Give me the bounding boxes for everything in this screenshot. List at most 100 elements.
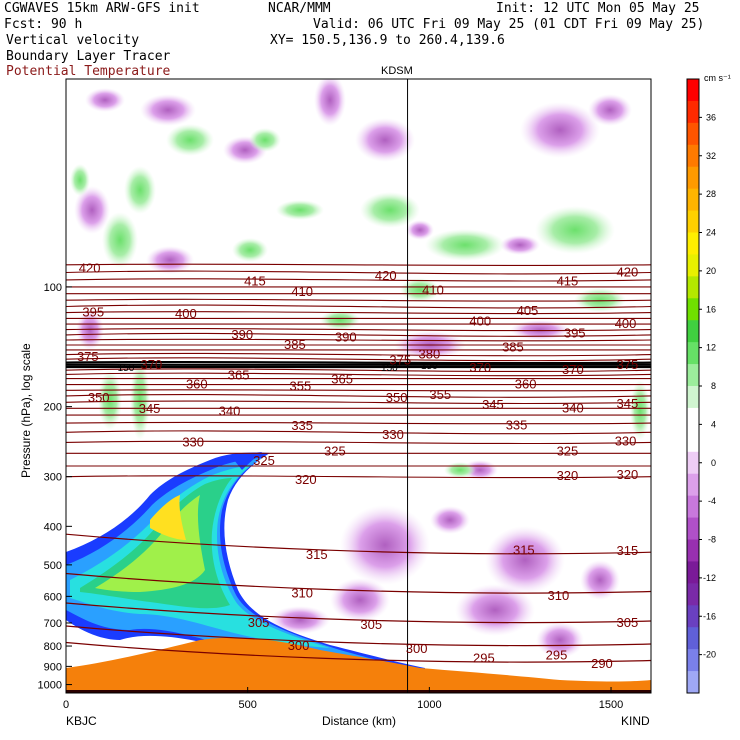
theta-contour [66,298,651,302]
theta-contour [66,389,651,392]
header-field-1: Vertical velocity [6,33,140,48]
theta-label: 330 [382,427,404,442]
theta-label: 150 [421,361,438,372]
header-xy: XY= 150.5,136.9 to 260.4,139.6 [270,33,505,48]
upward-motion-cell [124,166,156,214]
upward-motion-cell [535,206,615,254]
theta-label: 415 [557,274,579,289]
downward-motion-cell [74,186,110,234]
theta-label: 405 [517,303,539,318]
theta-label: 350 [386,390,408,405]
theta-label: 310 [547,588,569,603]
downward-motion-cell [146,246,194,274]
theta-contour [66,625,651,647]
upward-motion-cell [574,288,626,312]
upward-motion-cell [276,200,324,220]
theta-label: 335 [291,418,313,433]
theta-contour [66,641,651,663]
downward-motion-cell [330,578,390,622]
downward-motion-cell [485,526,565,594]
upward-motion-cell [249,128,281,152]
theta-label: 370 [469,360,491,375]
theta-contour [66,332,651,337]
downward-motion-cell [85,88,125,112]
theta-label: 330 [182,434,204,449]
theta-contour [66,368,651,373]
theta-label: 420 [375,268,397,283]
upward-motion-cell [320,310,360,330]
theta-label: 320 [557,468,579,483]
theta-label: 395 [82,305,104,320]
theta-label: 420 [617,265,639,280]
upward-motion-cell [360,192,420,228]
downward-motion-cell [270,606,330,634]
x-left-station: KBJC [66,714,97,728]
theta-label: 290 [591,656,613,671]
upward-motion-cell [102,212,138,268]
theta-label: 310 [291,585,313,600]
x-axis: 0 500 1000 1500 [63,687,623,711]
y-tick-label: 200 [44,402,62,414]
header-init: Init: 12 UTC Mon 05 May 25 [496,1,700,16]
theta-label: 360 [186,377,208,392]
theta-label: 385 [502,339,524,354]
theta-label: 410 [422,282,444,297]
upward-motion-cell [70,164,90,196]
header-agency: NCAR/MMM [268,1,331,16]
theta-label: 345 [617,396,639,411]
theta-contour [66,349,651,351]
downward-motion-cell [355,118,415,162]
y-tick-label: 400 [44,521,62,533]
theta-contour [66,377,651,380]
theta-label: 305 [248,615,270,630]
theta-label: 385 [284,337,306,352]
x-tick-label: 500 [238,699,256,711]
upward-motion-cell [232,238,268,262]
theta-contour [66,328,651,332]
vertical-velocity-field [70,79,650,658]
theta-label: 325 [253,453,275,468]
theta-label: 315 [306,547,328,562]
theta-label: 325 [324,443,346,458]
theta-label: 305 [617,615,639,630]
header-model: CGWAVES 15km ARW-GFS init [4,1,200,16]
theta-contour [66,602,651,624]
potential-temperature-contours [66,263,651,663]
theta-label: 355 [429,387,451,402]
x-tick-label: 1000 [417,699,441,711]
upward-motion-cell [130,360,150,440]
theta-label: 295 [546,647,568,662]
y-tick-label: 500 [44,560,62,572]
y-tick-label: 700 [44,618,62,630]
x-right-station: KIND [621,714,650,728]
y-tick-label: 300 [44,472,62,484]
theta-label: 395 [564,326,586,341]
theta-label: 150 [381,363,398,374]
theta-label: 325 [557,443,579,458]
theta-label: 335 [506,417,528,432]
theta-label: 375 [389,352,411,367]
header-field-3: Potential Temperature [6,64,171,79]
header-fcst: Fcst: 90 h [4,17,83,32]
theta-label: 380 [419,347,441,362]
plot-frame [65,78,652,694]
theta-label: 370 [562,362,584,377]
theta-label: 365 [228,367,250,382]
theta-label: 150 [118,363,135,374]
x-tick-label: 1500 [599,699,623,711]
boundary-layer-tracer [66,452,425,675]
theta-label: 305 [360,617,382,632]
theta-label: 355 [290,379,312,394]
theta-label: 375 [77,349,99,364]
theta-label: 315 [513,542,535,557]
theta-label: 295 [473,651,495,666]
station-marker-label: KDSM [381,65,413,77]
theta-contour [66,430,651,435]
y-axis-label: Pressure (hPa), log scale [19,343,33,478]
theta-contour [66,394,651,398]
x-axis-label: Distance (km) [322,714,396,728]
theta-label: 340 [219,404,241,419]
downward-motion-cell [455,584,535,636]
theta-label: 400 [615,316,637,331]
